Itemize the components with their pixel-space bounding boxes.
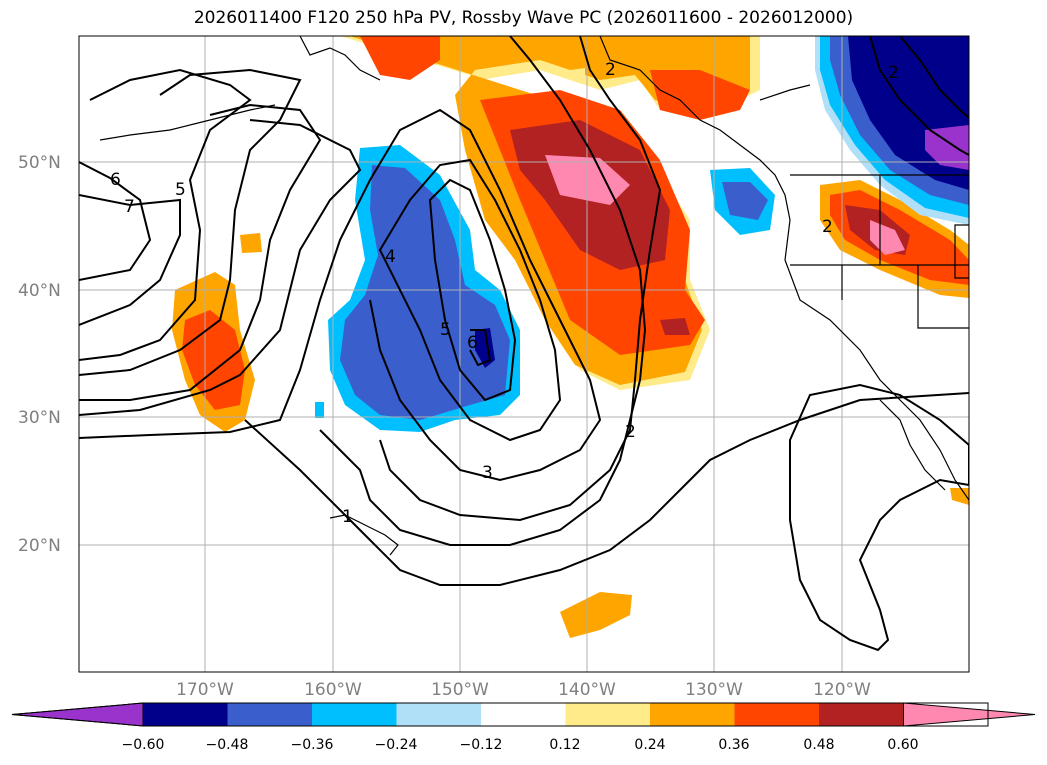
colorbar-segment <box>481 703 566 726</box>
colorbar-tick: −0.24 <box>374 737 418 753</box>
colorbar-segment <box>396 703 482 726</box>
lat-label-20n: 20°N <box>18 536 61 556</box>
lat-label-40n: 40°N <box>18 281 61 301</box>
lat-label-50n: 50°N <box>18 153 61 173</box>
contour-label: 2 <box>822 217 833 237</box>
colorbar-tick: 0.12 <box>549 737 581 753</box>
colorbar-tick: 0.24 <box>634 737 666 753</box>
contour-label: 2 <box>888 63 899 83</box>
colorbar-tick: 0.36 <box>718 737 750 753</box>
lat-label-30n: 30°N <box>18 408 61 428</box>
contour-label-group: 6 7 5 4 5 6 3 2 2 1 2 2 <box>110 60 899 527</box>
colorbar-extend-min <box>11 702 144 727</box>
colorbar-segment <box>819 703 904 726</box>
contour-label: 7 <box>124 197 135 217</box>
colorbar-segment <box>565 703 651 726</box>
colorbar-segment <box>312 703 397 726</box>
colorbar-segment <box>650 703 735 726</box>
gridlines <box>79 36 969 672</box>
colorbar-tick: 0.60 <box>887 737 919 753</box>
positive-anomaly-fills <box>172 36 969 638</box>
contour-label: 5 <box>440 320 451 340</box>
colorbar-tick: −0.60 <box>121 737 165 753</box>
lon-label-150w: 150°W <box>431 680 489 700</box>
contour-label: 6 <box>110 170 121 190</box>
colorbar-extend-max <box>903 702 1036 727</box>
map-title: 2026011400 F120 250 hPa PV, Rossby Wave … <box>193 8 854 28</box>
lon-label-160w: 160°W <box>304 680 362 700</box>
negative-anomaly-fills <box>315 36 969 432</box>
lon-label-140w: 140°W <box>558 680 616 700</box>
colorbar-tick: 0.48 <box>803 737 835 753</box>
contour-label: 3 <box>482 463 493 483</box>
lon-label-130w: 130°W <box>685 680 743 700</box>
lon-label-120w: 120°W <box>813 680 871 700</box>
coastlines <box>99 36 969 556</box>
contour-label: 4 <box>385 247 396 267</box>
colorbar-tick: −0.36 <box>290 737 334 753</box>
contour-label: 6 <box>467 333 478 353</box>
colorbar-segment <box>143 703 228 726</box>
lon-label-170w: 170°W <box>176 680 234 700</box>
colorbar-segment <box>227 703 313 726</box>
contour-label: 2 <box>605 60 616 80</box>
contour-label: 2 <box>625 422 636 442</box>
colorbar-tick: −0.12 <box>459 737 503 753</box>
contour-label: 1 <box>342 507 353 527</box>
pv-contours <box>79 36 969 652</box>
plot-frame <box>78 35 970 673</box>
colorbar-tick: −0.48 <box>205 737 249 753</box>
contour-label: 5 <box>175 180 186 200</box>
colorbar-segment <box>734 703 820 726</box>
